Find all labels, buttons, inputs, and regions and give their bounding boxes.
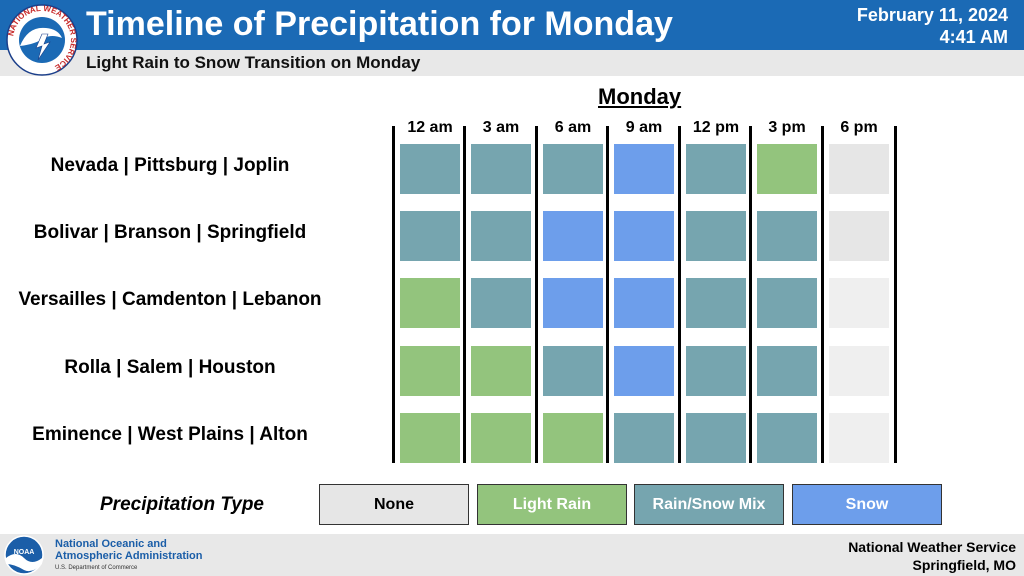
timeline-divider — [392, 126, 395, 463]
precip-cell-mix — [757, 346, 817, 396]
precip-cell-mix — [757, 278, 817, 328]
noaa-name-line1: National Oceanic and — [55, 538, 167, 550]
legend-item-none: None — [319, 484, 469, 525]
time-label: 3 pm — [768, 119, 806, 136]
precip-cell-mix — [757, 413, 817, 463]
precip-cell-mix — [686, 413, 746, 463]
region-label: Rolla | Salem | Houston — [64, 357, 276, 378]
precip-cell-mix — [400, 211, 460, 261]
precip-cell-rain — [757, 144, 817, 194]
noaa-department: U.S. Department of Commerce — [55, 565, 138, 571]
precip-cell-none — [829, 211, 889, 261]
precip-cell-mix — [686, 144, 746, 194]
noaa-name: National Oceanic and Atmospheric Adminis… — [55, 538, 203, 562]
precip-cell-mix — [757, 211, 817, 261]
nws-office-line2: Springfield, MO — [912, 557, 1016, 573]
page-subtitle: Light Rain to Snow Transition on Monday — [86, 53, 421, 72]
legend-item-mix: Rain/Snow Mix — [634, 484, 784, 525]
legend-item-rain: Light Rain — [477, 484, 627, 525]
legend-item-snow: Snow — [792, 484, 942, 525]
nws-logo-icon: NATIONAL WEATHER SERVICE — [6, 4, 78, 76]
noaa-name-line2: Atmospheric Administration — [55, 550, 203, 562]
precip-cell-mix — [686, 346, 746, 396]
noaa-logo-text: NOAA — [14, 549, 35, 556]
precip-cell-rain — [471, 413, 531, 463]
precip-cell-none — [829, 413, 889, 463]
precip-cell-none — [829, 144, 889, 194]
precip-cell-rain — [471, 346, 531, 396]
time-label: 12 pm — [692, 119, 740, 136]
nws-office: National Weather Service Springfield, MO — [848, 538, 1016, 574]
time-label: 12 am — [407, 119, 453, 136]
precip-cell-snow — [614, 144, 674, 194]
timeline-divider — [894, 126, 897, 463]
subtitle-bar: Light Rain to Snow Transition on Monday — [0, 50, 1024, 76]
region-label: Nevada | Pittsburg | Joplin — [50, 155, 290, 176]
precip-cell-rain — [400, 413, 460, 463]
precip-cell-mix — [614, 413, 674, 463]
nws-office-line1: National Weather Service — [848, 539, 1016, 555]
timeline-divider — [678, 126, 681, 463]
precip-cell-mix — [400, 144, 460, 194]
footer-bar — [0, 534, 1024, 576]
time-label: 6 pm — [840, 119, 878, 136]
precip-cell-mix — [543, 346, 603, 396]
region-label: Eminence | West Plains | Alton — [32, 424, 308, 445]
timeline-divider — [821, 126, 824, 463]
precip-cell-snow — [543, 278, 603, 328]
timeline-divider — [749, 126, 752, 463]
precip-cell-rain — [400, 346, 460, 396]
noaa-logo-icon: NOAA — [4, 535, 44, 575]
precip-cell-rain — [400, 278, 460, 328]
precip-cell-mix — [471, 278, 531, 328]
precip-cell-mix — [471, 144, 531, 194]
region-label: Versailles | Camdenton | Lebanon — [18, 289, 322, 310]
timeline-divider — [463, 126, 466, 463]
timeline-day-heading: Monday — [598, 84, 682, 109]
timeline-divider — [535, 126, 538, 463]
timeline-divider — [606, 126, 609, 463]
precip-cell-snow — [543, 211, 603, 261]
precip-cell-mix — [686, 211, 746, 261]
time-label: 6 am — [554, 119, 592, 136]
time-label: 9 am — [625, 119, 663, 136]
precip-cell-snow — [614, 346, 674, 396]
issue-date: February 11, 2024 — [856, 5, 1008, 25]
precip-cell-mix — [543, 144, 603, 194]
precip-cell-none — [829, 278, 889, 328]
region-label: Bolivar | Branson | Springfield — [33, 222, 307, 243]
precip-cell-rain — [543, 413, 603, 463]
precip-cell-snow — [614, 278, 674, 328]
precip-cell-mix — [471, 211, 531, 261]
precip-cell-none — [829, 346, 889, 396]
precip-cell-snow — [614, 211, 674, 261]
issue-time: 4:41 AM — [939, 27, 1008, 47]
precip-cell-mix — [686, 278, 746, 328]
legend-title: Precipitation Type — [100, 494, 264, 515]
issue-datetime: February 11, 2024 4:41 AM — [857, 4, 1008, 48]
page-title: Timeline of Precipitation for Monday — [86, 5, 673, 43]
time-label: 3 am — [482, 119, 520, 136]
header-bar: Timeline of Precipitation for Monday Feb… — [0, 0, 1024, 50]
